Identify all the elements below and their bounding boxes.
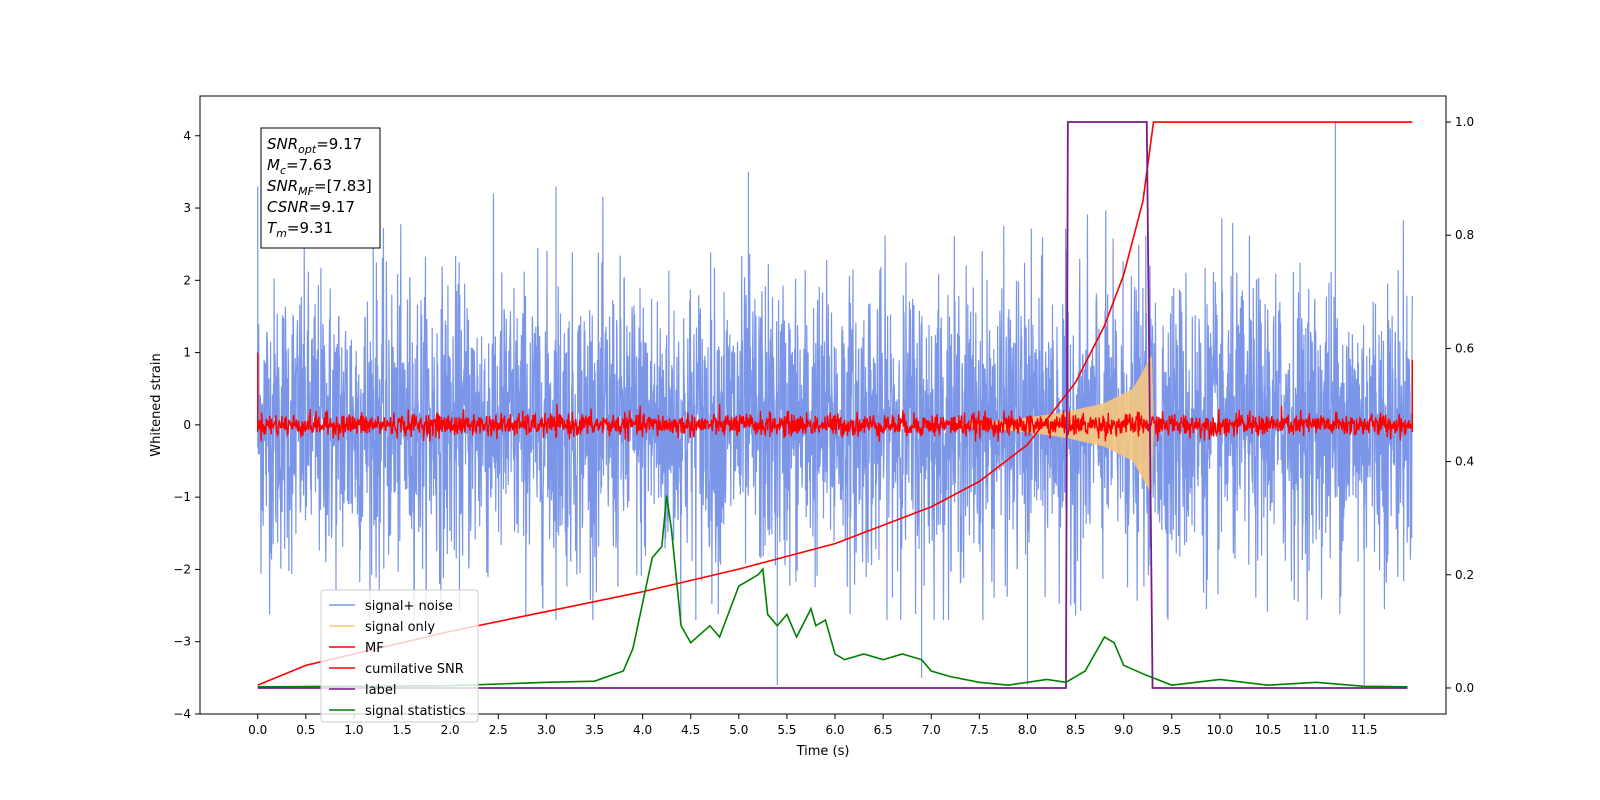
- x-tick-label: 3.5: [585, 723, 604, 737]
- y2-tick-label: 0.8: [1455, 228, 1474, 242]
- y-tick-label: −2: [173, 562, 191, 576]
- info-line: SNRopt=9.17: [267, 135, 362, 156]
- x-axis: 0.0 0.5 1.0 1.5 2.0 2.5 3.0 3.5 4.0 4.5 5.0 5.5 6.0 6…: [248, 714, 1378, 737]
- y-tick-label: 1: [183, 346, 191, 360]
- legend-label: signal only: [365, 620, 435, 635]
- x-tick-label: 0.0: [248, 723, 267, 737]
- y2-tick-label: 1.0: [1455, 115, 1474, 129]
- x-tick-label: 5.5: [777, 723, 796, 737]
- x-tick-label: 11.0: [1303, 723, 1330, 737]
- info-line: Mc=7.63: [267, 156, 332, 177]
- y-tick-label: 2: [183, 273, 191, 287]
- x-tick-label: 1.0: [344, 723, 363, 737]
- legend-label: signal+ noise: [365, 599, 453, 614]
- x-tick-label: 2.5: [489, 723, 508, 737]
- x-tick-label: 4.5: [681, 723, 700, 737]
- y-tick-label: 4: [183, 129, 191, 143]
- x-tick-label: 1.5: [393, 723, 412, 737]
- x-tick-label: 7.5: [970, 723, 989, 737]
- legend-frame: [320, 589, 479, 723]
- y-tick-label: 0: [183, 418, 191, 432]
- y-tick-label: −4: [173, 707, 191, 721]
- x-tick-label: 0.5: [296, 723, 315, 737]
- x-tick-label: 5.0: [729, 723, 748, 737]
- x-tick-label: 10.0: [1207, 723, 1234, 737]
- y-tick-label: −1: [173, 490, 191, 504]
- y-tick-label: 3: [183, 201, 191, 215]
- x-tick-label: 11.5: [1351, 723, 1378, 737]
- legend-label: cumilative SNR: [365, 662, 464, 677]
- legend: signal+ noise signal only MF cumilative SNR…: [320, 589, 479, 723]
- x-tick-label: 4.0: [633, 723, 652, 737]
- y2-tick-label: 0.6: [1455, 341, 1474, 355]
- y2-tick-label: 0.2: [1455, 568, 1474, 582]
- series-signal-statistics-line: [257, 495, 1408, 688]
- y-axis-right: 0.0 0.2 0.4 0.6 0.8 1.0: [1446, 115, 1474, 695]
- x-tick-label: 9.5: [1162, 723, 1181, 737]
- info-box-frame: [260, 127, 381, 249]
- y-tick-label: −3: [173, 635, 191, 649]
- series-label-line: [257, 121, 1408, 689]
- info-line: SNRMF=[7.83]: [267, 177, 372, 198]
- x-axis-label: Time (s): [796, 744, 850, 759]
- series-mf-line: [257, 352, 1414, 442]
- x-tick-label: 6.0: [825, 723, 844, 737]
- x-tick-label: 3.0: [537, 723, 556, 737]
- x-tick-label: 7.0: [922, 723, 941, 737]
- y2-tick-label: 0.0: [1455, 681, 1474, 695]
- x-tick-label: 8.0: [1018, 723, 1037, 737]
- info-line: CSNR=9.17: [267, 198, 355, 216]
- legend-label: MF: [365, 641, 384, 656]
- series-signal-noise-line: [257, 121, 1413, 686]
- x-tick-label: 10.5: [1255, 723, 1282, 737]
- y-axis-left: −4 −3 −2 −1 0 1 2 3 4: [173, 129, 200, 721]
- legend-label: signal statistics: [365, 704, 466, 719]
- x-tick-label: 8.5: [1066, 723, 1085, 737]
- y2-tick-label: 0.4: [1455, 455, 1474, 469]
- info-line: Tm=9.31: [267, 219, 333, 240]
- x-tick-label: 2.0: [441, 723, 460, 737]
- plot-frame: [199, 95, 1447, 715]
- y-axis-label: Whitened strain: [149, 353, 164, 456]
- x-tick-label: 9.0: [1114, 723, 1133, 737]
- x-tick-label: 6.5: [874, 723, 893, 737]
- legend-label: label: [365, 683, 396, 698]
- series-layer: [257, 121, 1414, 689]
